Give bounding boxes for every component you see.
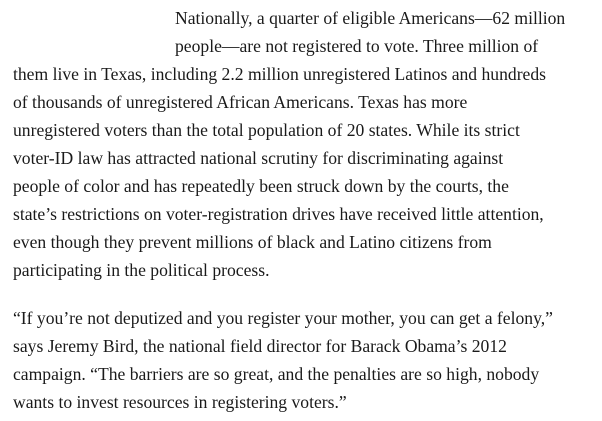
paragraph-line: even though they prevent millions of bla… bbox=[13, 232, 492, 252]
paragraph-line: of thousands of unregistered African Ame… bbox=[13, 92, 468, 112]
paragraph-line: “If you’re not deputized and you registe… bbox=[13, 308, 553, 328]
paragraph-line: voter-ID law has attracted national scru… bbox=[13, 148, 504, 168]
paragraph-line: campaign. “The barriers are so great, an… bbox=[13, 364, 540, 384]
paragraph-line: says Jeremy Bird, the national field dir… bbox=[13, 336, 507, 356]
paragraph-line: unregistered voters than the total popul… bbox=[13, 120, 520, 140]
paragraph-line: people—are not registered to vote. Three… bbox=[175, 36, 539, 56]
paragraph-line: them live in Texas, including 2.2 millio… bbox=[13, 64, 547, 84]
paragraph-line: state’s restrictions on voter-registrati… bbox=[13, 204, 544, 224]
paragraph-line: people of color and has repeatedly been … bbox=[13, 176, 509, 196]
paragraph-line: Nationally, a quarter of eligible Americ… bbox=[175, 8, 566, 28]
paragraph-line: participating in the political process. bbox=[13, 260, 270, 280]
paragraph-line: wants to invest resources in registering… bbox=[13, 392, 347, 412]
